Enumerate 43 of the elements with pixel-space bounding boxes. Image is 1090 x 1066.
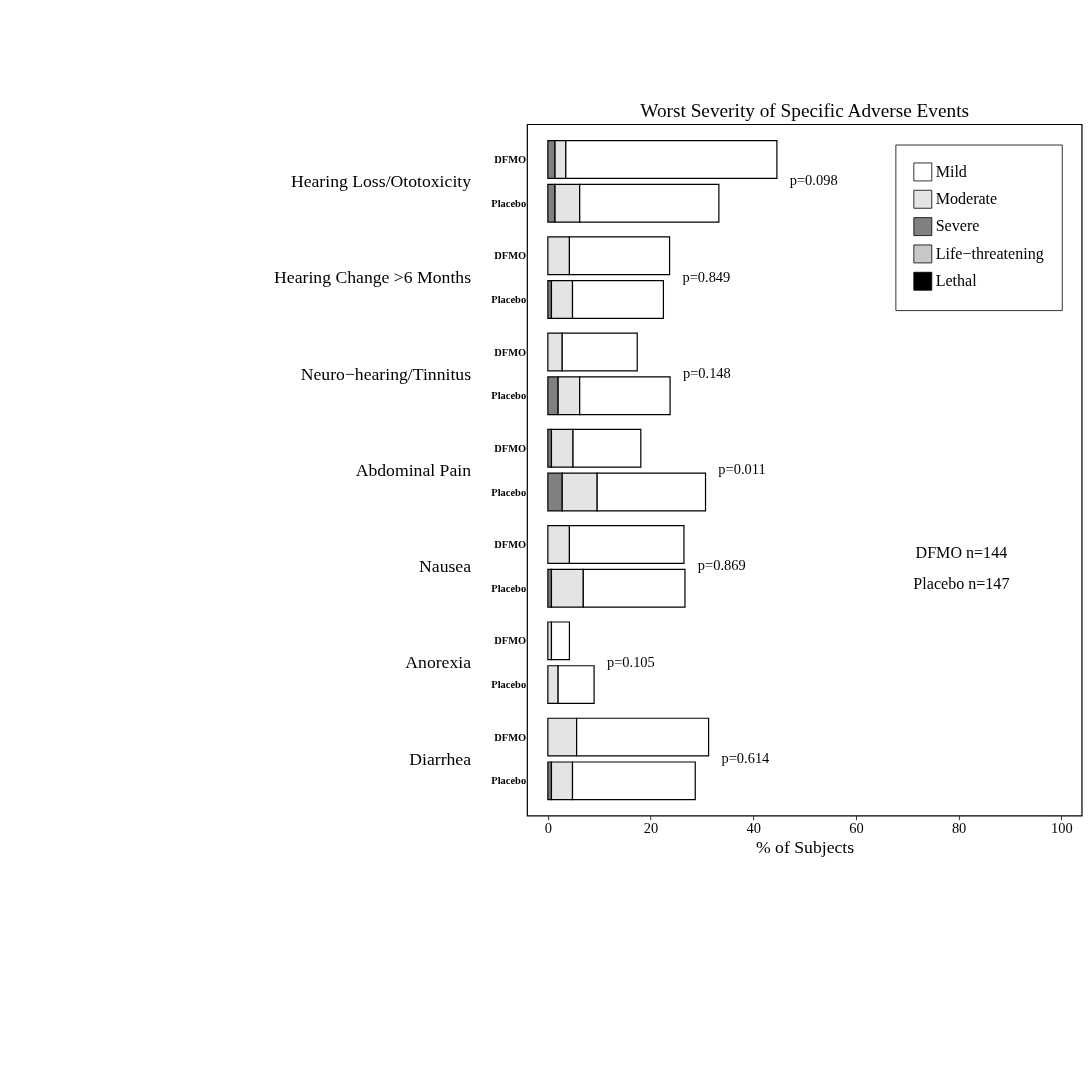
y-tick-label: DFMO <box>494 346 527 358</box>
y-tick-label: Placebo <box>491 197 527 209</box>
annotation: p=0.849 <box>682 268 731 285</box>
legend-label: Moderate <box>935 190 998 208</box>
text: Neuro−hearing/Tinnitus <box>300 363 472 384</box>
y-tick-label: Placebo <box>491 486 527 498</box>
annotation: DFMO n=144 <box>915 544 1008 562</box>
y-tick-label: Placebo <box>491 390 527 402</box>
x-axis-title: % of Subjects <box>755 837 855 858</box>
legend-label: Lethal <box>935 272 978 290</box>
text: Diarrhea <box>409 748 472 769</box>
y-tick-label: DFMO <box>494 539 527 551</box>
y-tick-label: DFMO <box>494 154 527 166</box>
x-tick-label: 40 <box>746 820 761 837</box>
y-tick-label: DFMO <box>494 635 527 647</box>
y-tick-label: DFMO <box>494 442 527 454</box>
y-tick-label: Placebo <box>491 679 527 691</box>
y-tick-label: Placebo <box>491 294 527 306</box>
x-tick-label: 60 <box>849 820 864 837</box>
text: Abdominal Pain <box>355 459 472 480</box>
y-tick-label: DFMO <box>494 731 527 743</box>
text: Hearing Change >6 Months <box>274 267 472 288</box>
annotation: p=0.614 <box>721 749 770 766</box>
annotation: p=0.011 <box>718 461 766 478</box>
y-tick-label: Placebo <box>491 775 527 787</box>
text: Hearing Loss/Ototoxicity <box>290 171 472 192</box>
annotation: Placebo n=147 <box>913 574 1010 592</box>
annotation: p=0.148 <box>682 364 731 381</box>
x-tick-label: 100 <box>1050 820 1073 837</box>
annotation: p=0.098 <box>789 172 838 189</box>
chart-title: Worst Severity of Specific Adverse Events <box>640 100 970 122</box>
text: Anorexia <box>405 652 472 673</box>
y-tick-label: Placebo <box>491 582 527 594</box>
text: Nausea <box>419 556 472 577</box>
annotation: p=0.869 <box>697 557 746 574</box>
legend-label: Mild <box>935 162 967 180</box>
x-tick-label: 80 <box>951 820 967 837</box>
legend-label: Life−threatening <box>935 244 1044 263</box>
x-tick-label: 0 <box>544 820 552 837</box>
legend-label: Severe <box>935 217 980 235</box>
x-tick-label: 20 <box>643 820 659 837</box>
annotation: p=0.105 <box>606 653 655 670</box>
y-tick-label: DFMO <box>494 250 527 262</box>
